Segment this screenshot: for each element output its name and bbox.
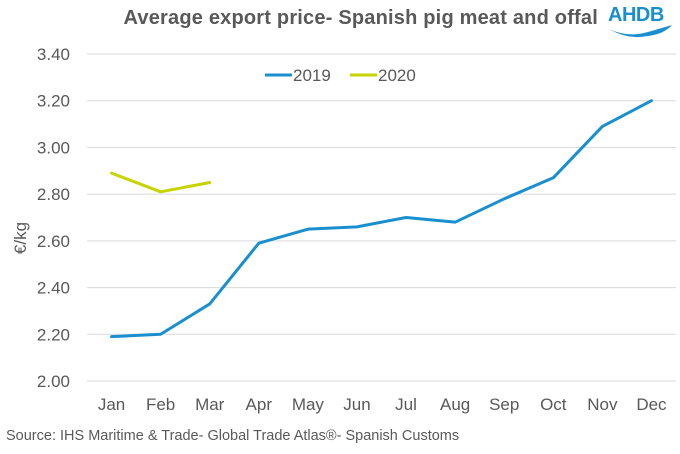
y-tick-label: 2.00 — [37, 372, 70, 391]
series-line-2019 — [110, 99, 653, 339]
x-tick-label: Aug — [440, 395, 470, 414]
source-note: Source: IHS Maritime & Trade- Global Tra… — [6, 428, 460, 444]
logo-text: AHDB — [608, 4, 664, 26]
legend: 2019 2020 — [265, 66, 416, 85]
y-axis-ticks: 2.00 2.20 2.40 2.60 2.80 3.00 3.20 3.40 — [37, 45, 70, 391]
y-tick-label: 3.40 — [37, 45, 70, 64]
x-tick-label: Oct — [540, 395, 567, 414]
x-axis-ticks: Jan Feb Mar Apr May Jun Jul Aug Sep Oct Nov Dec — [98, 395, 667, 414]
x-tick-label: Apr — [246, 395, 273, 414]
x-tick-label: Sep — [489, 395, 519, 414]
y-tick-label: 2.40 — [37, 279, 70, 298]
x-tick-label: Jan — [98, 395, 125, 414]
x-tick-label: Mar — [195, 395, 225, 414]
chart-title: Average export price- Spanish pig meat a… — [123, 7, 598, 29]
gridlines — [87, 53, 676, 382]
x-tick-label: Jul — [395, 395, 417, 414]
y-tick-label: 2.60 — [37, 232, 70, 251]
y-tick-label: 2.80 — [37, 185, 70, 204]
series-line-2020 — [110, 171, 212, 194]
logo-wave-icon — [609, 25, 672, 38]
x-tick-label: Feb — [146, 395, 175, 414]
y-tick-label: 3.20 — [37, 92, 70, 111]
x-tick-label: Nov — [587, 395, 618, 414]
legend-label: 2020 — [378, 66, 416, 85]
x-tick-label: Dec — [636, 395, 667, 414]
y-tick-label: 3.00 — [37, 138, 70, 157]
x-tick-label: Jun — [343, 395, 370, 414]
y-tick-label: 2.20 — [37, 325, 70, 344]
y-axis-label: €/kg — [11, 222, 30, 254]
legend-label: 2019 — [293, 66, 331, 85]
ahdb-logo: AHDB — [608, 4, 674, 40]
series-lines — [110, 99, 653, 339]
x-tick-label: May — [292, 395, 325, 414]
